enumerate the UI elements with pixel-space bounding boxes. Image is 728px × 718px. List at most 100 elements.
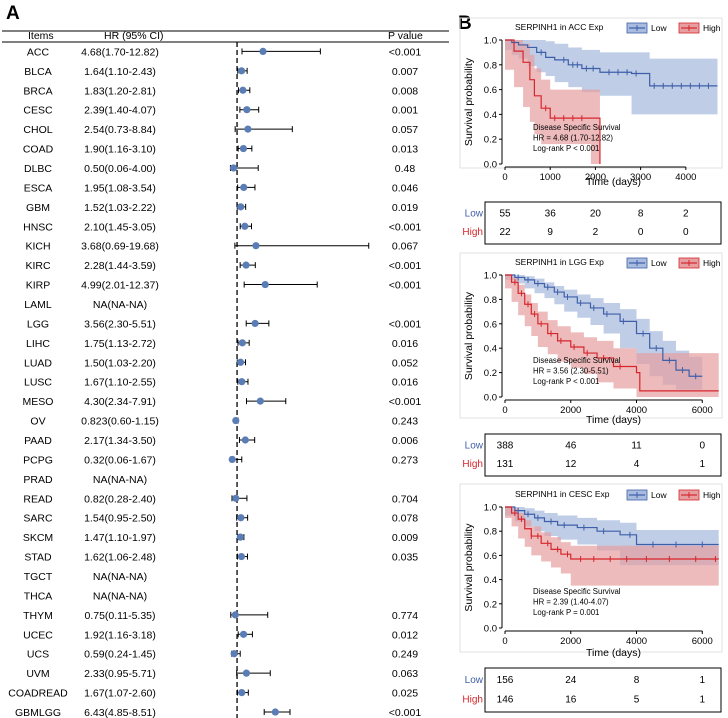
row-item-label: MESO [23,396,54,408]
row-item-label: OV [30,416,45,428]
row-hr-text: 2.17(1.34-3.50) [84,435,156,447]
row-item-label: READ [23,493,53,505]
risk-count-high: 9 [547,227,553,238]
row-hr-text: 3.56(2.30-5.51) [84,318,156,330]
risk-table-box [484,667,722,713]
risk-count-high: 5 [634,694,640,705]
y-tick-label: 0.4 [484,575,497,586]
x-tick-label: 6000 [692,405,713,416]
row-item-label: GBM [26,202,50,214]
row-p-value: 0.48 [395,163,416,175]
row-p-value: <0.001 [389,396,422,408]
row-p-value: 0.008 [392,85,418,97]
km-curve-low [505,39,718,87]
x-tick-label: 4000 [675,172,696,183]
row-hr-text: 2.10(1.45-3.05) [84,221,156,233]
annotation-line: Disease Specific Survival [533,123,621,132]
hr-point [238,378,246,386]
column-header-p: P value [388,30,423,42]
row-p-value: 0.016 [392,377,418,389]
hr-point [237,552,246,561]
risk-table-box [484,433,722,477]
risk-count-low: 36 [545,208,557,219]
hr-point [241,222,249,230]
risk-count-high: 0 [638,227,644,238]
hr-point [237,514,245,522]
x-axis-title: Time (days) [586,647,641,659]
legend-low-label: Low [651,258,667,268]
forest-plot: Items HR (95% CI) P value ACC 4.68(1.70-12.8… [2,30,449,718]
km-curve-low [505,274,703,377]
x-axis-title: Time (days) [586,414,641,426]
legend-high-label: High [703,23,721,33]
y-tick-label: 0.6 [484,85,497,96]
row-p-value: 0.273 [392,454,418,466]
risk-row-label-high: High [462,227,483,238]
row-hr-text: 6.43(4.85-8.51) [84,707,156,718]
y-axis-title: Survival probability [463,523,475,612]
row-p-value: 0.019 [392,202,418,214]
row-p-value: 0.012 [392,629,418,641]
row-p-value: 0.052 [392,357,418,369]
x-tick-label: 1000 [540,172,561,183]
km-frame [459,483,723,653]
risk-row-label-high: High [462,459,483,470]
row-p-value: 0.025 [392,688,418,700]
row-hr-text: 2.39(1.40-4.07) [84,105,156,117]
hr-point [231,611,239,619]
row-item-label: SARC [23,513,53,525]
annotation-line: HR = 2.39 (1.40-4.07) [533,598,609,607]
row-p-value: 0.046 [392,182,418,194]
legend-low-label: Low [651,23,667,33]
row-hr-text: 1.95(1.08-3.54) [84,182,156,194]
row-hr-text: 1.67(1.10-2.55) [84,377,156,389]
row-item-label: UCS [27,649,49,661]
hr-point [261,280,269,289]
row-hr-text: 1.50(1.03-2.20) [84,357,156,369]
row-item-label: ACC [27,46,50,58]
x-tick-label: 2000 [560,636,581,647]
annotation-line: Log-rank P < 0.001 [533,144,599,153]
risk-count-low: 2 [683,208,689,219]
y-tick-label: 0.8 [484,527,497,538]
risk-count-low: 156 [497,675,514,686]
annotation-line: Disease Specific Survival [533,587,621,596]
y-axis-title: Survival probability [463,57,475,146]
risk-count-low: 11 [631,440,642,451]
row-p-value: <0.001 [389,46,422,58]
x-tick-label: 4000 [626,636,647,647]
hr-point [239,86,247,94]
y-tick-label: 0.4 [484,110,497,121]
km-frame [459,17,723,169]
row-item-label: GBMLGG [15,707,61,718]
ci-band-high [505,275,719,397]
hr-point [237,203,245,211]
legend-low-label: Low [651,490,667,500]
row-item-label: KIRC [25,260,51,272]
hr-point [238,688,246,697]
row-item-label: TGCT [24,571,53,583]
row-hr-text: 0.50(0.06-4.00) [84,163,156,175]
x-tick-label: 2000 [585,172,606,183]
km-panel-lgg: SERPINH1 in LGG Exp Low High 0.0 0.2 0.4 0.6 0.… [459,252,723,477]
km-panel-acc: SERPINH1 in ACC Exp Low High 0.0 0.2 0.4 0.6 0.… [459,17,723,245]
row-p-value: 0.067 [392,241,418,253]
risk-count-high: 12 [565,459,577,470]
y-tick-label: 1.0 [484,36,497,47]
x-tick-label: 3000 [630,172,651,183]
y-axis-title: Survival probability [463,291,475,380]
hr-point [239,144,247,153]
risk-count-high: 146 [497,694,514,705]
row-hr-text: NA(NA-NA) [93,590,147,602]
column-header-hr: HR (95% CI) [104,30,164,42]
row-item-label: UCEC [23,629,53,641]
risk-count-low: 388 [497,440,514,451]
row-p-value: 0.704 [392,493,418,505]
hr-point [237,67,246,75]
row-item-label: BRCA [23,85,52,97]
risk-count-low: 1 [699,675,705,686]
x-tick-label: 0 [502,172,507,183]
row-item-label: DLBC [24,163,52,175]
y-tick-label: 0.8 [484,295,497,306]
